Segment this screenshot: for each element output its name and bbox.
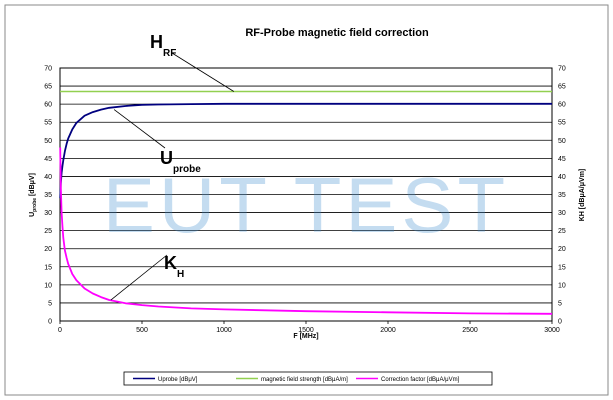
y-tick-right-10: 10 — [558, 282, 566, 289]
legend — [123, 371, 493, 386]
x-tick-1000: 1000 — [216, 327, 232, 334]
y-tick-right-20: 20 — [558, 246, 566, 253]
y-tick-right-35: 35 — [558, 192, 566, 199]
legend-item-1: magnetic field strength [dBμA/m] — [236, 377, 348, 383]
x-tick-2000: 2000 — [380, 327, 396, 334]
y-tick-left-70: 70 — [44, 66, 52, 73]
legend-label-0: Uprobe [dBμV] — [158, 377, 198, 383]
annotation-2-sub: H — [177, 269, 184, 280]
y-tick-left-0: 0 — [48, 319, 52, 326]
x-tick-1500: 1500 — [298, 327, 314, 334]
y-tick-right-15: 15 — [558, 264, 566, 271]
x-axis-label: F [MHz] — [293, 333, 318, 340]
y-tick-right-25: 25 — [558, 228, 566, 235]
right-axis-ticks: 0 5 10 15 20 25 30 35 40 45 50 55 60 65 70 — [558, 66, 566, 326]
watermark: EUT TEST — [103, 161, 509, 249]
x-tick-3000: 3000 — [544, 327, 560, 334]
legend-item-0: Uprobe [dBμV] — [133, 377, 198, 383]
y-tick-right-50: 50 — [558, 138, 566, 145]
y-axis-label-right: KH [dBμA/μVm] — [579, 169, 586, 222]
series-line-0 — [59, 102, 552, 199]
chart-title: RF-Probe magnetic field correction — [245, 27, 429, 39]
annotation-2: KH — [110, 253, 184, 301]
y-tick-left-30: 30 — [44, 210, 52, 217]
y-tick-right-60: 60 — [558, 102, 566, 109]
annotation-0-leader — [171, 52, 235, 92]
y-axis-label-left-sub: probe — [32, 198, 38, 212]
y-tick-left-45: 45 — [44, 156, 52, 163]
y-tick-left-25: 25 — [44, 228, 52, 235]
annotation-0-sub: RF — [163, 48, 176, 59]
y-tick-left-15: 15 — [44, 264, 52, 271]
legend-label-2: Correction factor [dBμA/μVm] — [381, 377, 460, 383]
annotation-1-sub: probe — [173, 164, 201, 175]
x-tick-2500: 2500 — [462, 327, 478, 334]
x-axis-ticks: 0 500 1000 1500 2000 2500 3000 — [58, 321, 560, 334]
y-tick-left-20: 20 — [44, 246, 52, 253]
annotation-2-leader — [110, 254, 168, 301]
y-tick-left-5: 5 — [48, 300, 52, 307]
series-line-2 — [59, 147, 553, 315]
annotation-0-label: H — [150, 32, 163, 52]
y-axis-label-left: Uprobe [dBμV] — [29, 173, 38, 217]
y-tick-left-10: 10 — [44, 282, 52, 289]
gridlines — [60, 67, 552, 322]
annotation-1-label: U — [160, 148, 173, 168]
y-tick-right-70: 70 — [558, 66, 566, 73]
y-tick-left-60: 60 — [44, 102, 52, 109]
annotation-1-leader — [113, 109, 166, 149]
y-tick-right-45: 45 — [558, 156, 566, 163]
y-tick-left-40: 40 — [44, 174, 52, 181]
annotation-0: HRF — [150, 32, 235, 92]
x-tick-500: 500 — [136, 327, 148, 334]
y-axis-label-left-main: U — [29, 212, 36, 217]
y-axis-label-left-rest: [dBμV] — [29, 173, 36, 198]
y-tick-left-35: 35 — [44, 192, 52, 199]
legend-item-2: Correction factor [dBμA/μVm] — [356, 377, 460, 383]
y-tick-left-65: 65 — [44, 84, 52, 91]
y-tick-right-5: 5 — [558, 300, 562, 307]
annotation-1: Uprobe — [113, 109, 201, 175]
y-tick-left-55: 55 — [44, 120, 52, 127]
y-tick-right-30: 30 — [558, 210, 566, 217]
annotation-2-label: K — [164, 253, 177, 273]
legend-label-1: magnetic field strength [dBμA/m] — [261, 377, 348, 383]
y-tick-right-40: 40 — [558, 174, 566, 181]
y-tick-left-50: 50 — [44, 138, 52, 145]
left-axis-ticks: 0 5 10 15 20 25 30 35 40 45 50 55 60 65 70 — [44, 66, 52, 326]
y-tick-right-0: 0 — [558, 319, 562, 326]
y-tick-right-55: 55 — [558, 120, 566, 127]
legend-items: Uprobe [dBμV] magnetic field strength [dB… — [133, 377, 460, 383]
y-tick-right-65: 65 — [558, 84, 566, 91]
series-lines — [59, 90, 553, 315]
x-tick-0: 0 — [58, 327, 62, 334]
